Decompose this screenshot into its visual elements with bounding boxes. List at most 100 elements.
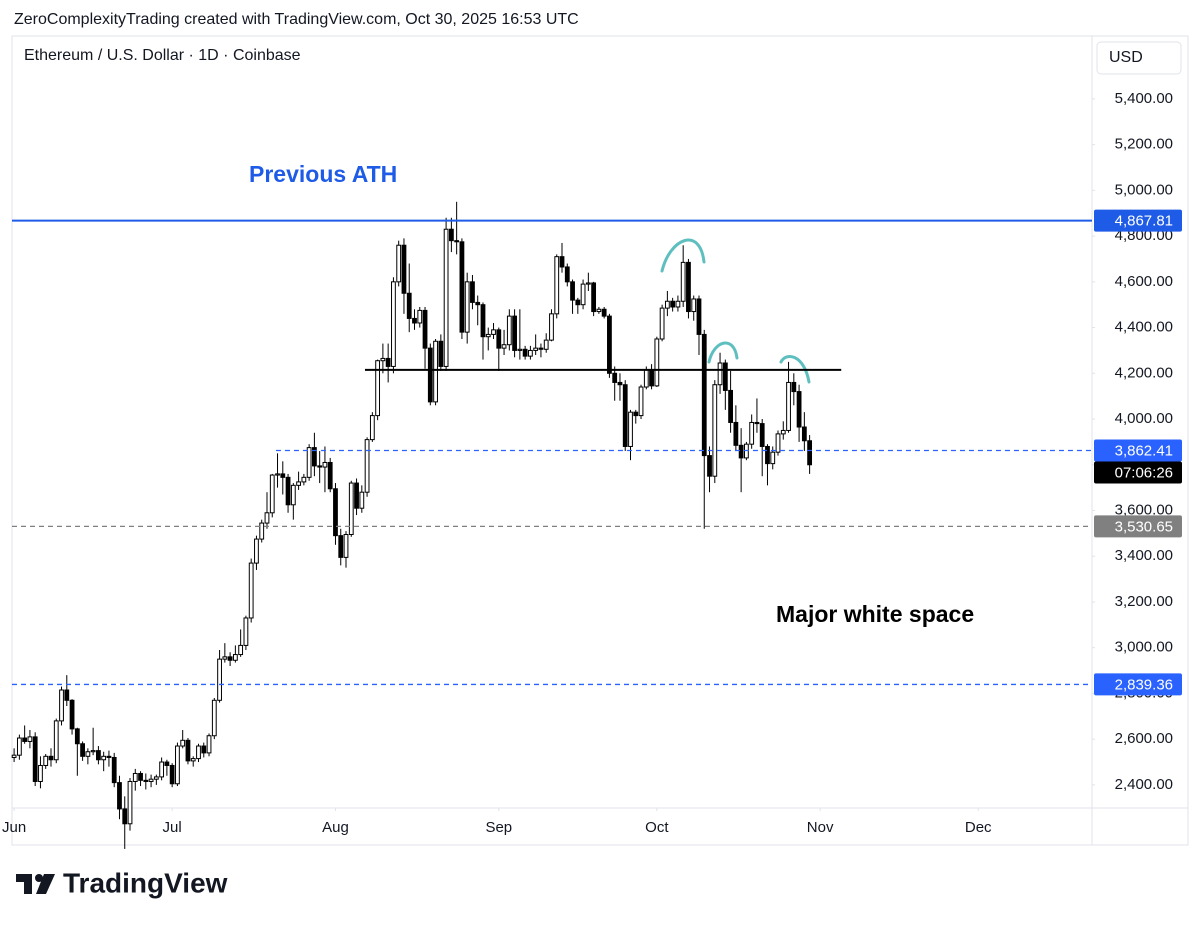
candle-body: [22, 737, 28, 742]
candle-body: [180, 739, 186, 747]
candle-body: [712, 384, 718, 477]
candle-body: [380, 357, 386, 362]
candle-body: [543, 339, 549, 350]
candle-body: [64, 689, 70, 701]
candle-body: [659, 307, 665, 340]
y-tick-label: 3,600.00: [1115, 501, 1173, 518]
candle-body: [570, 281, 575, 301]
brand-logo: TradingView: [16, 867, 228, 898]
candle-body: [132, 772, 138, 782]
candle-body: [422, 309, 428, 349]
candle-body: [612, 372, 618, 383]
candle-body: [559, 256, 565, 268]
candle-body: [501, 344, 507, 349]
candle-body: [96, 750, 101, 761]
candle-body: [396, 244, 402, 283]
currency[interactable]: USD: [1109, 49, 1143, 66]
y-tick-label: 3,000.00: [1115, 639, 1173, 656]
countdown-box: [1094, 461, 1182, 484]
candle-body: [701, 333, 707, 457]
candle-body: [617, 381, 623, 386]
candle-body: [406, 292, 412, 319]
candle-body: [275, 473, 280, 476]
candle-body: [359, 491, 365, 509]
candle-body: [480, 304, 486, 338]
candle-body: [475, 301, 481, 306]
candle-body: [148, 778, 154, 782]
candle-body: [243, 617, 249, 646]
candle-body: [707, 455, 712, 477]
candle-body: [638, 386, 644, 417]
candle-body: [775, 433, 781, 453]
candle-body: [596, 308, 602, 313]
candle-body: [633, 411, 639, 417]
pattern-arcs: [660, 238, 811, 384]
candle-body: [522, 348, 528, 357]
candle-body: [27, 736, 33, 742]
x-tick-label: Nov: [807, 819, 834, 836]
candle-body: [117, 782, 122, 810]
price-label: 3,862.41: [1115, 442, 1173, 459]
candle-body: [190, 758, 196, 762]
currency-box[interactable]: [1096, 41, 1182, 75]
candle-body: [159, 761, 165, 778]
candle-body: [643, 369, 649, 388]
candle-body: [259, 522, 265, 540]
candle-body: [232, 654, 238, 661]
candle-body: [296, 481, 301, 486]
candle-body: [628, 411, 633, 447]
candle-body: [348, 482, 354, 536]
candle-body: [664, 300, 670, 309]
candle-body: [533, 347, 539, 351]
candle-body: [369, 415, 375, 441]
candle-body: [322, 461, 328, 468]
y-tick-label: 4,400.00: [1115, 319, 1173, 336]
candle-body: [622, 384, 628, 447]
candle-body: [280, 473, 286, 478]
candle-body: [412, 317, 417, 324]
candle-body: [433, 340, 438, 403]
chart-title: Ethereum / U.S. Dollar · 1D · Coinbase: [24, 47, 301, 64]
candle-body: [11, 754, 17, 758]
x-tick-label: Oct: [645, 819, 669, 836]
x-tick-label: Aug: [322, 819, 349, 836]
candle-body: [554, 256, 560, 315]
candle-body: [111, 756, 117, 784]
candle-body: [427, 347, 433, 403]
candle-body: [164, 761, 170, 766]
candle-body: [333, 488, 338, 537]
brand: TradingView: [63, 867, 228, 898]
y-tick-label: 4,600.00: [1115, 273, 1173, 290]
candle-body: [448, 228, 454, 242]
candle-body: [749, 421, 755, 445]
candle-body: [90, 750, 96, 753]
candle-body: [59, 689, 64, 722]
arc: [660, 238, 706, 273]
y-tick-label: 5,200.00: [1115, 136, 1173, 153]
candle-body: [201, 745, 207, 754]
candle-body: [354, 482, 359, 509]
candle-body: [528, 349, 533, 357]
candle-body: [227, 656, 233, 661]
price-label-box: [1094, 673, 1182, 696]
candle-body: [185, 739, 191, 762]
candle-body: [391, 281, 396, 367]
candle-body: [317, 465, 323, 468]
candle-body: [759, 423, 765, 447]
candle-body: [122, 808, 128, 825]
candle-body: [301, 476, 307, 483]
candle-body: [238, 644, 244, 656]
candle-body: [85, 751, 91, 757]
candle-body: [780, 429, 786, 435]
x-tick-label: Jun: [2, 819, 26, 836]
candle-body: [691, 298, 697, 313]
candle-body: [48, 755, 54, 761]
candle-body: [470, 281, 475, 303]
candle-body: [375, 360, 381, 417]
x-tick-label: Sep: [485, 819, 512, 836]
y-tick-label: 4,000.00: [1115, 410, 1173, 427]
candle-body: [733, 421, 739, 446]
candle-body: [364, 439, 370, 493]
frame: [11, 35, 1189, 846]
candle-body: [211, 699, 217, 737]
